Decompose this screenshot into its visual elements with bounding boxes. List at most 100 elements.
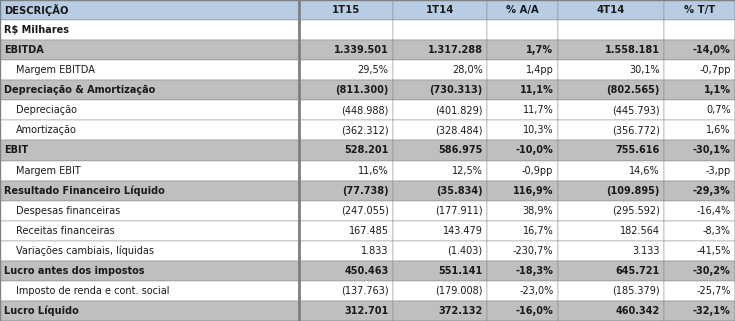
- Text: 3.133: 3.133: [632, 246, 660, 256]
- Text: 372.132: 372.132: [438, 306, 482, 316]
- Bar: [664, 301, 735, 321]
- Text: (730.313): (730.313): [429, 85, 482, 95]
- Text: (179.008): (179.008): [435, 286, 482, 296]
- Text: (448.988): (448.988): [341, 105, 389, 115]
- Text: 528.201: 528.201: [344, 145, 389, 155]
- Text: (445.793): (445.793): [612, 105, 660, 115]
- Text: 1,7%: 1,7%: [526, 45, 553, 55]
- Text: (137.763): (137.763): [341, 286, 389, 296]
- Bar: [299, 180, 393, 201]
- Bar: [558, 241, 664, 261]
- Bar: [393, 141, 487, 160]
- Bar: [393, 80, 487, 100]
- Bar: [299, 141, 393, 160]
- Text: (328.484): (328.484): [435, 126, 482, 135]
- Text: 1.558.181: 1.558.181: [605, 45, 660, 55]
- Text: 4T14: 4T14: [597, 5, 625, 15]
- Bar: [558, 141, 664, 160]
- Text: 645.721: 645.721: [615, 266, 660, 276]
- Text: 1.833: 1.833: [361, 246, 389, 256]
- Bar: [299, 241, 393, 261]
- Bar: [0, 261, 299, 281]
- Bar: [664, 281, 735, 301]
- Text: 1T14: 1T14: [426, 5, 454, 15]
- Text: 755.616: 755.616: [615, 145, 660, 155]
- Bar: [487, 100, 558, 120]
- Bar: [558, 80, 664, 100]
- Text: 586.975: 586.975: [438, 145, 482, 155]
- Text: 10,3%: 10,3%: [523, 126, 553, 135]
- Text: -16,4%: -16,4%: [697, 206, 731, 216]
- Text: 12,5%: 12,5%: [451, 166, 482, 176]
- Text: R$ Milhares: R$ Milhares: [4, 25, 69, 35]
- Bar: [299, 281, 393, 301]
- Text: Despesas financeiras: Despesas financeiras: [16, 206, 121, 216]
- Text: 167.485: 167.485: [348, 226, 389, 236]
- Text: (1.403): (1.403): [448, 246, 482, 256]
- Bar: [664, 221, 735, 241]
- Bar: [393, 60, 487, 80]
- Text: -14,0%: -14,0%: [693, 45, 731, 55]
- Bar: [664, 100, 735, 120]
- Bar: [558, 160, 664, 180]
- Text: Variações cambiais, líquidas: Variações cambiais, líquidas: [16, 246, 154, 256]
- Bar: [0, 160, 299, 180]
- Text: -32,1%: -32,1%: [693, 306, 731, 316]
- Text: 0,7%: 0,7%: [706, 105, 731, 115]
- Bar: [299, 20, 393, 40]
- Bar: [0, 80, 299, 100]
- Bar: [487, 281, 558, 301]
- Bar: [487, 60, 558, 80]
- Bar: [393, 180, 487, 201]
- Bar: [487, 221, 558, 241]
- Text: 16,7%: 16,7%: [523, 226, 553, 236]
- Text: 1.339.501: 1.339.501: [334, 45, 389, 55]
- Text: 1,6%: 1,6%: [706, 126, 731, 135]
- Text: (177.911): (177.911): [435, 206, 482, 216]
- Text: -3,pp: -3,pp: [706, 166, 731, 176]
- Text: (185.379): (185.379): [612, 286, 660, 296]
- Text: Imposto de renda e cont. social: Imposto de renda e cont. social: [16, 286, 170, 296]
- Bar: [558, 201, 664, 221]
- Bar: [664, 180, 735, 201]
- Text: EBITDA: EBITDA: [4, 45, 44, 55]
- Bar: [664, 241, 735, 261]
- Text: 143.479: 143.479: [442, 226, 482, 236]
- Bar: [393, 301, 487, 321]
- Text: 38,9%: 38,9%: [523, 206, 553, 216]
- Bar: [664, 80, 735, 100]
- Text: (802.565): (802.565): [606, 85, 660, 95]
- Bar: [487, 241, 558, 261]
- Text: 312.701: 312.701: [344, 306, 389, 316]
- Bar: [487, 80, 558, 100]
- Bar: [558, 221, 664, 241]
- Bar: [558, 60, 664, 80]
- Bar: [0, 40, 299, 60]
- Bar: [487, 160, 558, 180]
- Bar: [393, 241, 487, 261]
- Text: Lucro Líquido: Lucro Líquido: [4, 306, 79, 316]
- Text: 28,0%: 28,0%: [452, 65, 482, 75]
- Bar: [487, 20, 558, 40]
- Bar: [558, 301, 664, 321]
- Bar: [299, 60, 393, 80]
- Text: -0,9pp: -0,9pp: [522, 166, 553, 176]
- Bar: [558, 281, 664, 301]
- Bar: [487, 201, 558, 221]
- Bar: [0, 20, 299, 40]
- Text: Lucro antes dos impostos: Lucro antes dos impostos: [4, 266, 145, 276]
- Text: (109.895): (109.895): [606, 186, 660, 195]
- Text: 1T15: 1T15: [331, 5, 360, 15]
- Bar: [558, 100, 664, 120]
- Bar: [0, 241, 299, 261]
- Bar: [558, 120, 664, 141]
- Bar: [664, 0, 735, 20]
- Bar: [0, 0, 299, 20]
- Text: -30,1%: -30,1%: [693, 145, 731, 155]
- Bar: [299, 301, 393, 321]
- Bar: [299, 201, 393, 221]
- Bar: [0, 281, 299, 301]
- Bar: [0, 100, 299, 120]
- Text: -25,7%: -25,7%: [696, 286, 731, 296]
- Text: 1.317.288: 1.317.288: [428, 45, 482, 55]
